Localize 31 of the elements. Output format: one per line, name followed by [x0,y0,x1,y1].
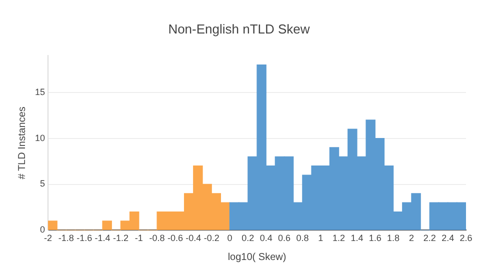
chart-title: Non-English nTLD Skew [168,21,310,36]
y-tick-label: 0 [40,224,46,235]
x-tick-label: 0.8 [296,233,309,244]
x-tick-label: 0.6 [278,233,291,244]
x-tick-label: -2 [44,233,52,244]
x-axis-title: log10( Skew) [228,252,286,263]
x-tick-label: -1.8 [58,233,74,244]
x-tick-label: 0.2 [242,233,254,244]
x-tick-label: 0.4 [260,233,272,244]
x-tick-label: -1.6 [76,233,92,244]
x-tick-label: -1.4 [94,233,110,244]
x-tick-label: 2.4 [442,233,454,244]
x-tick-label: 1.4 [350,233,364,244]
x-tick-label: -0.6 [167,233,183,244]
x-tick-label: 1.2 [332,233,346,244]
x-tick-label: 2.6 [460,233,472,244]
y-tick-label: 5 [40,178,46,189]
x-tick-label: 2 [408,233,414,244]
y-tick-label: 10 [34,132,46,143]
x-tick-label: 1.8 [387,233,400,244]
x-tick-label: 0 [227,233,232,244]
x-tick-label: -0.8 [149,233,165,244]
x-tick-label: -1.2 [112,233,128,244]
x-tick-label: 1.6 [368,233,382,244]
x-tick-label: -0.2 [204,233,220,244]
x-tick-label: 1 [318,233,324,244]
y-axis-title: # TLD Instances [16,106,28,180]
y-tick-label: 15 [34,86,46,97]
x-tick-label: 2.2 [423,233,436,244]
x-tick-label: -1 [134,233,143,244]
x-tick-label: -0.4 [186,233,202,244]
